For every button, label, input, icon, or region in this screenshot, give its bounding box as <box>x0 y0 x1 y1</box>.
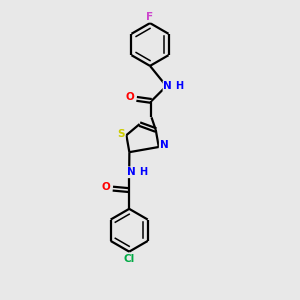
Text: O: O <box>126 92 134 102</box>
Text: N: N <box>127 167 136 177</box>
Text: S: S <box>117 129 125 139</box>
Text: O: O <box>102 182 111 192</box>
Text: N: N <box>160 140 169 151</box>
Text: N: N <box>164 81 172 91</box>
Text: H: H <box>175 81 183 91</box>
Text: Cl: Cl <box>124 254 135 264</box>
Text: F: F <box>146 11 154 22</box>
Text: H: H <box>139 167 147 177</box>
